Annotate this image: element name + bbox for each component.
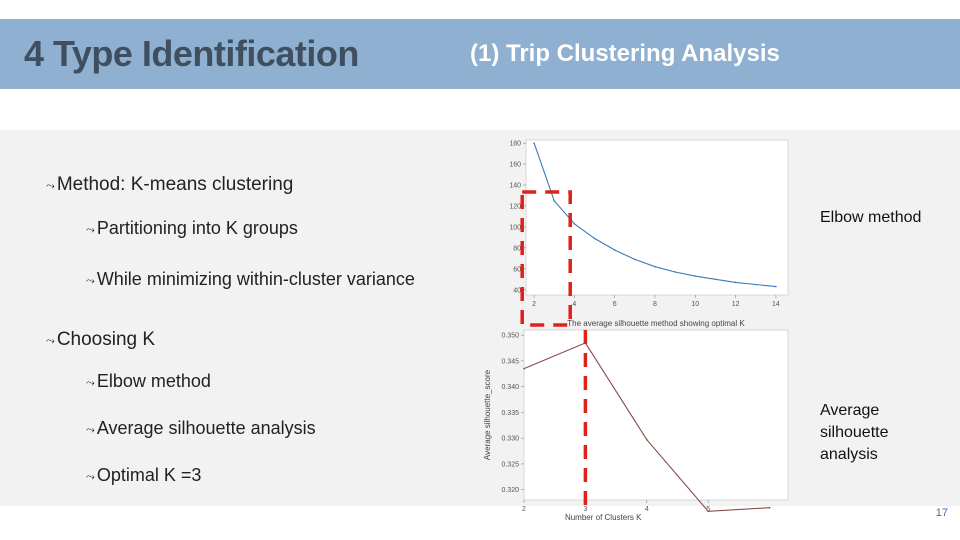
bullet-variance: ⤳ While minimizing within-cluster varianc…: [86, 269, 415, 290]
y-tick-label: 0.340: [501, 384, 519, 391]
data-point: [523, 367, 525, 370]
y-tick-label: 80: [513, 245, 521, 252]
data-point: [694, 275, 697, 277]
bullet-text: While minimizing within-cluster variance: [96, 269, 415, 289]
data-point: [645, 438, 648, 441]
bullet-text: Optimal K =3: [96, 465, 202, 485]
slide-title: 4 Type Identification: [24, 33, 359, 74]
data-point: [553, 199, 556, 202]
x-tick-label: 5: [706, 506, 710, 513]
page-number: 17: [935, 507, 948, 519]
bullet-arrow-icon: ⤳: [46, 180, 55, 192]
bullet-partition: ⤳ Partitioning into K groups: [86, 218, 298, 239]
y-tick-label: 160: [509, 162, 521, 169]
data-point: [734, 281, 737, 284]
data-point: [613, 249, 616, 251]
content-panel: [0, 130, 960, 506]
data-point: [573, 222, 576, 225]
bullet-text: Elbow method: [96, 371, 211, 391]
y-tick-label: 0.350: [501, 333, 519, 340]
y-tick-label: 180: [509, 141, 521, 148]
bullet-silhouette: ⤳ Average silhouette analysis: [86, 418, 316, 439]
y-axis-label: Average silhouette_score: [483, 369, 492, 460]
x-axis-label: Number of Clusters K: [565, 513, 642, 522]
elbow-chart: 40 60 80 100 120 140 160 180 2 4 6 8 10 12 14: [509, 139, 789, 327]
y-tick-label: 0.325: [501, 461, 519, 468]
plot-area: [523, 329, 789, 501]
note-silhouette: Average silhouette analysis: [820, 402, 889, 463]
highlight-box: [520, 190, 572, 327]
silhouette-chart: 0.320 0.325 0.330 0.335 0.340 0.345 0.350 2 3 4 5 T…: [483, 319, 789, 522]
x-tick-label: 8: [653, 301, 657, 308]
bullet-text: Choosing K: [56, 329, 156, 350]
x-tick-label: 2: [532, 301, 536, 308]
bullet-arrow-icon: ⤳: [86, 424, 95, 436]
bullet-text: Partitioning into K groups: [96, 218, 298, 238]
plot-area: [525, 139, 789, 296]
x-tick-label: 4: [645, 506, 649, 513]
x-tick-label: 12: [732, 301, 740, 308]
data-point: [593, 237, 596, 240]
y-tick-label: 100: [509, 224, 521, 231]
bullet-arrow-icon: ⤳: [86, 224, 95, 236]
bullet-choosing: ⤳ Choosing K: [46, 329, 155, 351]
x-tick-label: 10: [691, 301, 699, 308]
data-point: [775, 285, 777, 288]
x-tick-label: 2: [522, 506, 526, 513]
x-tick-label: 3: [583, 506, 587, 513]
data-point: [533, 142, 535, 144]
data-point: [768, 506, 771, 509]
slide-subtitle: (1) Trip Clustering Analysis: [470, 40, 780, 67]
y-tick-label: 40: [513, 287, 521, 294]
y-tick-label: 120: [509, 203, 521, 210]
data-point: [674, 271, 676, 273]
x-tick-label: 4: [572, 301, 576, 308]
bullet-elbow: ⤳ Elbow method: [86, 371, 211, 392]
header-bar: [0, 19, 960, 89]
y-tick-label: 0.330: [501, 436, 519, 443]
bullet-arrow-icon: ⤳: [86, 377, 95, 389]
y-tick-label: 60: [513, 266, 521, 273]
data-point: [634, 258, 636, 261]
bullet-arrow-icon: ⤳: [46, 335, 55, 347]
x-tick-label: 14: [772, 301, 780, 308]
y-tick-label: 0.335: [501, 410, 519, 417]
y-tick-label: 0.345: [501, 358, 519, 365]
bullet-optimal: ⤳ Optimal K =3: [86, 465, 201, 486]
data-point: [714, 278, 717, 281]
data-point: [654, 265, 656, 268]
bullet-text: Average silhouette analysis: [96, 418, 316, 438]
bullet-method: ⤳ Method: K-means clustering: [46, 174, 293, 196]
data-point: [754, 283, 757, 286]
chart-title: The average silhouette method showing op…: [567, 319, 745, 328]
y-tick-label: 140: [509, 183, 521, 190]
bullet-arrow-icon: ⤳: [86, 471, 95, 483]
note-elbow: Elbow method: [820, 209, 922, 226]
x-tick-label: 6: [613, 301, 617, 308]
y-tick-label: 0.320: [501, 487, 519, 494]
data-point: [707, 510, 709, 513]
bullet-arrow-icon: ⤳: [86, 275, 95, 287]
bullet-text: Method: K-means clustering: [56, 174, 294, 195]
